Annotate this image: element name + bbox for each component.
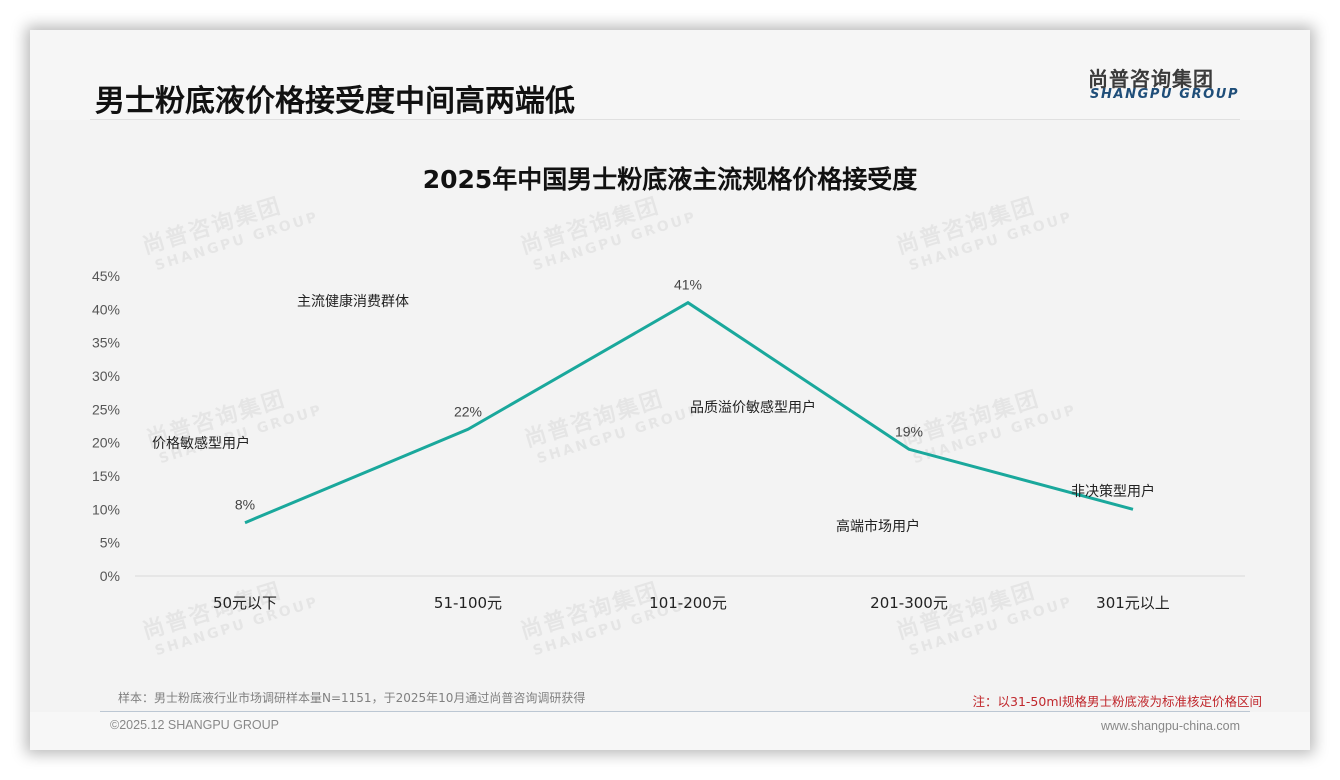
y-axis: 0% 5% 10% 15% 20% 25% 30% 35% 40% 45% — [92, 268, 120, 584]
footer-band — [30, 712, 1310, 750]
y-tick-label: 20% — [92, 435, 120, 451]
data-label: 22% — [454, 403, 482, 419]
series-line — [244, 300, 1134, 525]
y-tick-label: 10% — [92, 501, 120, 517]
segment-annotation: 价格敏感型用户 — [152, 435, 250, 452]
segment-annotation: 品质溢价敏感型用户 — [690, 399, 816, 416]
x-tick-label: 50元以下 — [213, 594, 277, 612]
y-tick-label: 0% — [100, 568, 120, 584]
y-tick-label: 5% — [100, 535, 120, 551]
x-tick-label: 51-100元 — [434, 594, 502, 612]
copyright: ©2025.12 SHANGPU GROUP — [110, 718, 279, 732]
data-labels: 8% 22% 41% 19% — [235, 277, 923, 513]
logo-chinese: 尚普咨询集团 — [1088, 67, 1214, 91]
x-axis: 50元以下 51-100元 101-200元 201-300元 301元以上 — [213, 594, 1170, 612]
x-tick-label: 301元以上 — [1096, 594, 1170, 612]
sample-source-note: 样本：男士粉底液行业市场调研样本量N=1151，于2025年10月通过尚普咨询调… — [118, 691, 586, 705]
y-tick-label: 15% — [92, 468, 120, 484]
header-divider — [90, 119, 1240, 120]
y-tick-label: 25% — [92, 401, 120, 417]
page-title: 男士粉底液价格接受度中间高两端低 — [95, 84, 575, 119]
x-tick-label: 201-300元 — [870, 594, 948, 612]
segment-annotation: 高端市场用户 — [836, 518, 920, 535]
y-tick-label: 40% — [92, 301, 120, 317]
y-tick-label: 35% — [92, 335, 120, 351]
chart-title: 2025年中国男士粉底液主流规格价格接受度 — [422, 165, 918, 194]
logo-english: SHANGPU GROUP — [1090, 87, 1240, 102]
slide-header-band — [30, 30, 1310, 120]
footer-divider — [100, 711, 1250, 712]
y-tick-label: 45% — [92, 268, 120, 284]
report-slide: 男士粉底液价格接受度中间高两端低 尚普咨询集团 SHANGPU GROUP 尚普… — [30, 30, 1310, 750]
website-link[interactable]: www.shangpu-china.com — [1101, 719, 1240, 733]
data-label: 8% — [235, 497, 255, 513]
line-chart: 0% 5% 10% 15% 20% 25% 30% 35% 40% 45% 50元以下 51-100… — [92, 268, 1245, 612]
y-tick-label: 30% — [92, 368, 120, 384]
segment-annotation: 非决策型用户 — [1071, 483, 1155, 500]
data-label: 41% — [674, 277, 702, 293]
x-tick-label: 101-200元 — [649, 594, 727, 612]
price-range-note: 注：以31-50ml规格男士粉底液为标准核定价格区间 — [972, 694, 1262, 709]
data-label: 19% — [895, 423, 923, 439]
segment-annotation: 主流健康消费群体 — [297, 293, 409, 310]
